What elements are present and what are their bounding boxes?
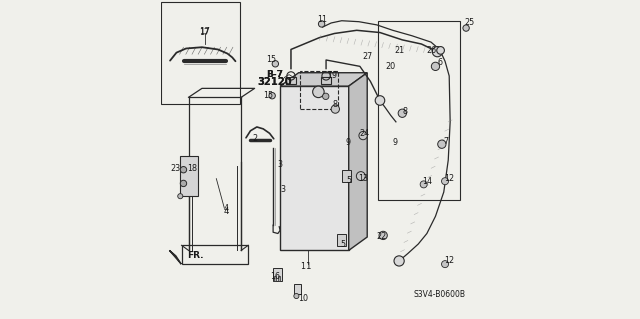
Bar: [342, 170, 351, 182]
Text: 14: 14: [422, 177, 432, 186]
Text: 13: 13: [358, 174, 368, 182]
Text: 11: 11: [317, 15, 328, 24]
Circle shape: [359, 131, 367, 140]
Text: 23: 23: [171, 164, 181, 173]
Bar: [337, 234, 346, 246]
Polygon shape: [349, 73, 367, 250]
Circle shape: [313, 86, 324, 98]
Text: 5: 5: [347, 176, 352, 185]
Bar: [182, 245, 248, 264]
Text: S3V4-B0600B: S3V4-B0600B: [413, 290, 466, 299]
Circle shape: [438, 140, 446, 148]
Text: 32120: 32120: [257, 77, 292, 87]
Text: 25: 25: [464, 19, 474, 27]
Text: 4: 4: [223, 207, 228, 216]
Circle shape: [331, 105, 339, 113]
Text: 9: 9: [392, 138, 397, 147]
Text: 15: 15: [266, 56, 276, 64]
Text: 1: 1: [305, 262, 310, 271]
Circle shape: [379, 231, 387, 240]
Circle shape: [420, 181, 427, 188]
Circle shape: [432, 47, 442, 57]
Polygon shape: [284, 75, 294, 80]
Text: 6: 6: [437, 58, 442, 67]
Text: 9: 9: [346, 138, 351, 147]
Text: 8: 8: [402, 107, 407, 115]
Circle shape: [319, 21, 324, 27]
Text: 3: 3: [278, 160, 283, 169]
Circle shape: [431, 62, 440, 70]
Text: 4: 4: [223, 204, 228, 213]
Text: 1: 1: [300, 262, 305, 271]
Bar: [180, 156, 198, 196]
Text: 27: 27: [362, 52, 372, 61]
Text: 20: 20: [386, 62, 396, 71]
Circle shape: [463, 25, 469, 31]
Text: FR.: FR.: [187, 251, 203, 260]
Bar: [273, 268, 282, 281]
Circle shape: [180, 167, 187, 173]
Text: B-7: B-7: [266, 70, 284, 78]
Circle shape: [294, 293, 299, 299]
Text: 22: 22: [376, 232, 387, 241]
Text: 19: 19: [327, 71, 337, 80]
Bar: [321, 77, 331, 84]
Bar: [274, 276, 276, 281]
Text: 5: 5: [340, 240, 346, 249]
Text: 18: 18: [187, 164, 196, 173]
Circle shape: [442, 178, 449, 185]
Circle shape: [323, 93, 329, 100]
Circle shape: [272, 61, 278, 67]
Bar: [300, 71, 338, 109]
Circle shape: [178, 194, 183, 199]
Text: 10: 10: [298, 294, 308, 303]
Bar: [161, 2, 240, 104]
Circle shape: [269, 93, 275, 99]
Polygon shape: [280, 73, 367, 86]
Polygon shape: [170, 250, 181, 264]
Bar: [278, 276, 280, 281]
Bar: [286, 77, 296, 84]
Circle shape: [356, 172, 365, 181]
Text: 17: 17: [200, 28, 209, 37]
Bar: [294, 284, 301, 294]
Text: 12: 12: [444, 256, 454, 265]
Text: 17: 17: [199, 27, 210, 36]
Circle shape: [394, 256, 404, 266]
Text: B-7: B-7: [266, 70, 284, 78]
Text: 16: 16: [269, 272, 280, 281]
Circle shape: [442, 261, 449, 268]
Circle shape: [375, 96, 385, 105]
Text: 24: 24: [359, 129, 369, 138]
Text: 32120: 32120: [257, 77, 292, 87]
Text: 15: 15: [263, 91, 273, 100]
Circle shape: [398, 109, 406, 117]
Circle shape: [180, 180, 187, 187]
Text: 7: 7: [444, 137, 449, 146]
Circle shape: [436, 47, 444, 54]
Bar: [280, 86, 349, 250]
Text: 8: 8: [333, 100, 338, 109]
Bar: [378, 21, 460, 200]
Text: 26: 26: [426, 46, 436, 55]
Text: 21: 21: [394, 46, 404, 55]
Text: 2: 2: [252, 134, 257, 143]
Text: 12: 12: [444, 174, 454, 182]
Text: 3: 3: [281, 185, 286, 194]
